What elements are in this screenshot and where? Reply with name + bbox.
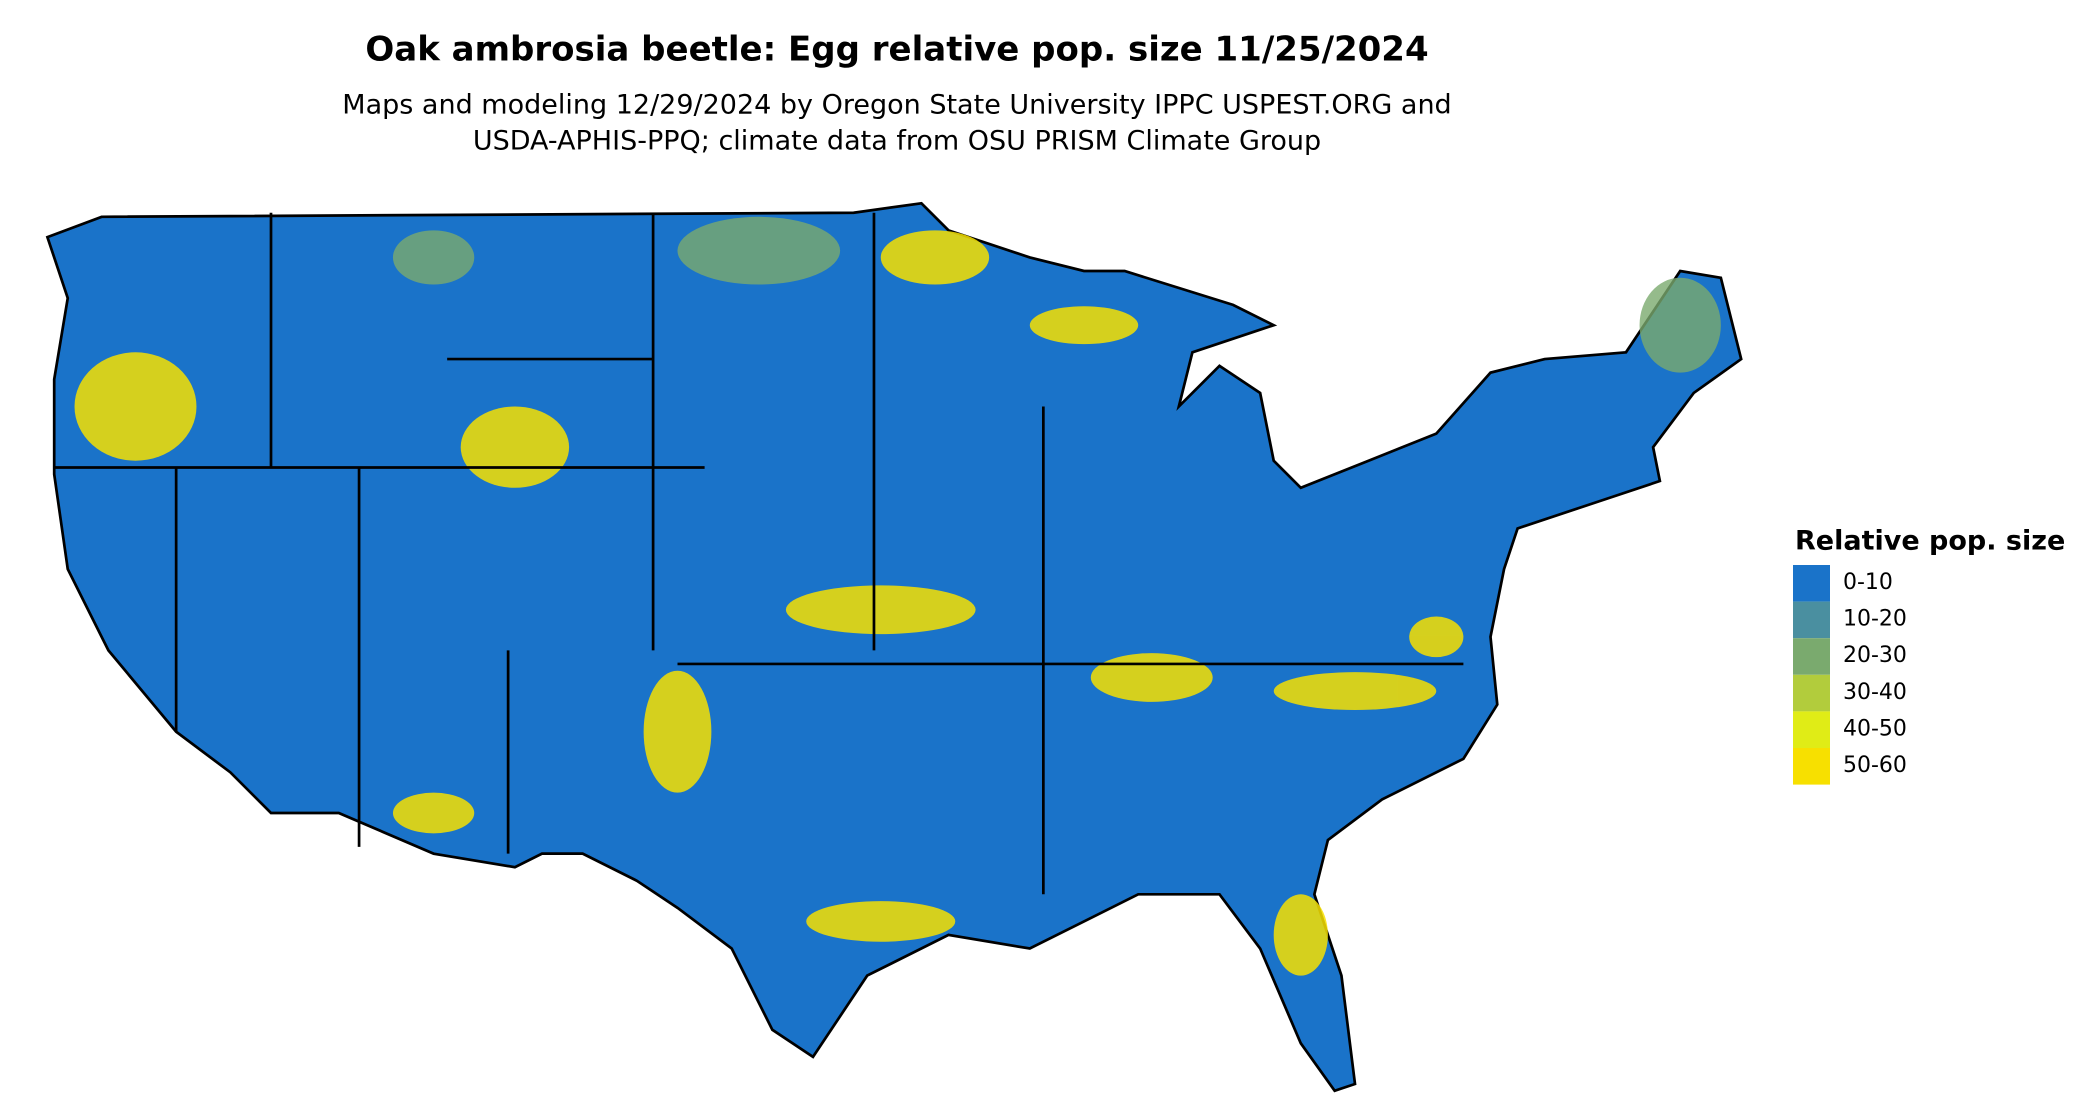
legend: 0-10 10-20 20-30 30-40 40-50 50-60: [1793, 565, 1907, 785]
map-title: Oak ambrosia beetle: Egg relative pop. s…: [365, 30, 1428, 70]
mid-pop-areas: [392, 216, 1721, 373]
legend-swatch: [1793, 601, 1830, 639]
legend-label: 10-20: [1843, 607, 1907, 632]
legend-label: 40-50: [1843, 716, 1907, 741]
legend-label: 50-60: [1843, 753, 1907, 778]
legend-swatch: [1793, 711, 1830, 748]
legend-title: Relative pop. size: [1795, 526, 2065, 557]
us-outline: [45, 201, 1743, 1093]
state-borders: [54, 212, 1464, 895]
high-pop-areas: [74, 230, 1464, 976]
legend-swatch: [1793, 638, 1830, 675]
legend-swatch: [1793, 748, 1830, 785]
us-map: [45, 201, 1743, 1093]
legend-label: 20-30: [1843, 643, 1907, 668]
legend-label: 0-10: [1843, 570, 1893, 595]
legend-swatch: [1793, 674, 1830, 712]
map-subtitle: USDA-APHIS-PPQ; climate data from OSU PR…: [473, 126, 1321, 157]
legend-label: 30-40: [1843, 680, 1907, 705]
map-subtitle: Maps and modeling 12/29/2024 by Oregon S…: [342, 90, 1451, 121]
legend-swatch: [1793, 565, 1830, 602]
